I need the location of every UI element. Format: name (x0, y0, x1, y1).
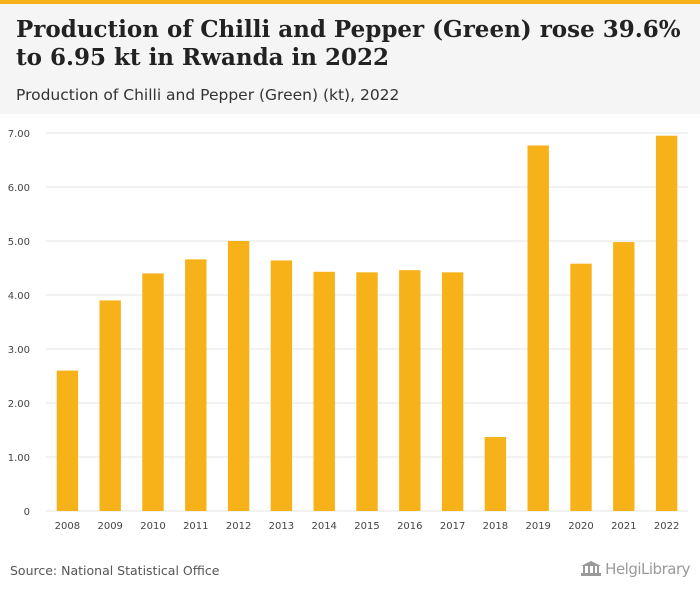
x-tick-label: 2019 (525, 521, 550, 532)
x-axis-tick-labels: 2008 2009 2010 2011 2012 2013 2014 2015 2016 2017… (55, 521, 680, 532)
x-tick-label: 2012 (226, 521, 251, 532)
bar-chart: 01.002.003.004.005.006.007.00 2008 2009 20… (8, 129, 688, 532)
bar (56, 370, 79, 511)
y-tick-label: 3.00 (8, 345, 30, 356)
y-tick-label: 6.00 (8, 183, 30, 194)
bar (441, 272, 464, 511)
y-tick-label: 4.00 (8, 291, 30, 302)
x-tick-label: 2008 (55, 521, 80, 532)
source-note: Source: National Statistical Office (10, 563, 220, 578)
x-tick-label: 2020 (568, 521, 593, 532)
x-tick-label: 2018 (483, 521, 508, 532)
x-tick-label: 2010 (140, 521, 165, 532)
x-tick-label: 2022 (654, 521, 679, 532)
x-tick-label: 2015 (354, 521, 379, 532)
chart-title: Production of Chilli and Pepper (Green) … (16, 16, 681, 71)
x-tick-label: 2016 (397, 521, 422, 532)
y-tick-label: 0 (24, 507, 30, 518)
x-tick-label: 2021 (611, 521, 636, 532)
y-axis-tick-labels: 0 1.00 2.00 3.00 4.00 5.00 6.00 7.00 (8, 129, 30, 518)
library-building-icon (581, 561, 602, 576)
bar (570, 263, 592, 511)
bar (99, 300, 121, 511)
x-tick-label: 2013 (269, 521, 294, 532)
bar (313, 271, 335, 511)
bar (142, 273, 164, 511)
bars (56, 135, 678, 512)
helgilibrary-logo: HelgiLibrary (580, 560, 690, 578)
x-tick-label: 2009 (97, 521, 122, 532)
bar (185, 259, 207, 511)
bar (399, 270, 421, 511)
bar (655, 135, 678, 511)
logo-wordmark: HelgiLibrary (605, 560, 690, 578)
x-tick-label: 2017 (440, 521, 465, 532)
bar (270, 260, 293, 511)
chart-header: Production of Chilli and Pepper (Green) … (0, 4, 700, 114)
y-tick-label: 5.00 (8, 237, 30, 248)
bar (484, 437, 507, 511)
y-tick-label: 2.00 (8, 399, 30, 410)
x-tick-label: 2014 (311, 521, 336, 532)
chart-subtitle: Production of Chilli and Pepper (Green) … (16, 86, 400, 104)
y-tick-label: 1.00 (8, 453, 30, 464)
y-tick-label: 7.00 (8, 129, 30, 140)
bar (227, 241, 250, 511)
bar (356, 272, 378, 511)
x-tick-label: 2011 (183, 521, 208, 532)
bar (527, 145, 549, 512)
bar (613, 242, 635, 511)
top-accent-rule (0, 0, 700, 4)
